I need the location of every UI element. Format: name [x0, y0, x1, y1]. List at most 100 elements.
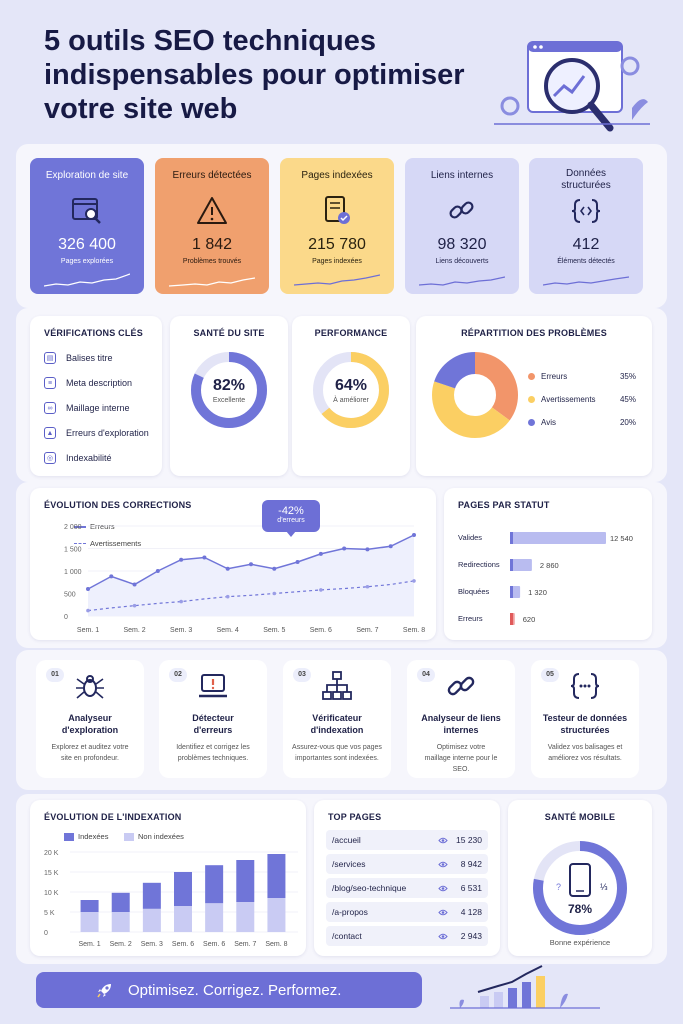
tool-number: 03	[293, 668, 311, 682]
status-title: PAGES PAR STATUT	[458, 500, 550, 510]
donut-slice	[432, 352, 518, 438]
legend-label: Non indexées	[138, 832, 184, 841]
kpi-value: 215 780	[308, 236, 366, 253]
cta-banner[interactable]: Optimisez. Corrigez. Performez.	[36, 972, 422, 1008]
corrections-callout: -42% d'erreurs	[262, 500, 320, 532]
performance-value: 64%	[334, 377, 368, 394]
tool-title: Analyseur de liens internes	[421, 713, 501, 735]
tool-card-structured-data-tester[interactable]: 05 Testeur de données structurées Valide…	[531, 660, 639, 778]
tool-card-error-detector[interactable]: 02 Détecteur d'erreurs Identifiez et cor…	[159, 660, 267, 778]
status-label: Redirections	[458, 560, 500, 569]
status-label: Bloquées	[458, 587, 490, 596]
corrections-line-chart: 2 000 1 500 1 000 500 0 Sem. 1 Sem. 2 Sem. 3 Sem…	[64, 524, 425, 634]
site-health-sub: Excellente	[212, 397, 246, 404]
not-indexed-bar	[111, 912, 130, 932]
legend-label: Avertissements	[541, 395, 596, 404]
legend-value: 45%	[619, 395, 636, 404]
link-icon	[447, 676, 475, 696]
warnings-point	[319, 588, 323, 592]
spider-icon	[76, 675, 104, 699]
top-page-row[interactable]: /contact 2 943	[326, 926, 488, 946]
check-label: Balises titre	[66, 353, 113, 363]
not-indexed-bar	[142, 908, 161, 932]
errors-point	[388, 544, 393, 549]
kpi-value: 412	[572, 236, 600, 253]
tool-number: 02	[169, 668, 187, 682]
kpi-card-links: Liens internes 98 320 Liens découverts	[405, 158, 519, 294]
status-bar-accent	[510, 532, 513, 544]
page-title: 5 outils SEO techniques indispensables p…	[44, 24, 484, 126]
mobile-health-arc	[533, 841, 627, 935]
search-icon: ◎	[44, 452, 56, 464]
tool-card-link-analyzer[interactable]: 04 Analyseur de liens internes Optimisez…	[407, 660, 515, 778]
kpi-label: Données structurées	[561, 168, 611, 191]
tool-title: Analyseur d'exploration	[61, 713, 119, 735]
legend-warnings: Avertissements	[74, 539, 141, 548]
site-health-value: 82%	[212, 377, 246, 394]
tool-card-crawler[interactable]: 01 Analyseur d'exploration Explorez et a…	[36, 660, 144, 778]
sparkline	[543, 276, 629, 286]
x-tick-label: Sem. 1	[78, 941, 100, 948]
x-tick-label: Sem. 4	[217, 627, 239, 634]
corrections-title: ÉVOLUTION DES CORRECTIONS	[44, 500, 192, 510]
sparkline	[44, 273, 130, 287]
x-tick-label: Sem. 7	[234, 941, 256, 948]
status-bar-accent	[510, 613, 513, 625]
key-checks-title: VÉRIFICATIONS CLÉS	[44, 328, 143, 338]
kpi-label: Liens internes	[430, 170, 494, 181]
status-bar-accent	[510, 559, 513, 571]
top-page-row[interactable]: /a-propos 4 128	[326, 902, 488, 922]
x-tick-label: Sem. 2	[110, 941, 132, 948]
tool-number: 05	[541, 668, 559, 682]
key-checks-card	[30, 316, 162, 476]
legend-dot	[528, 396, 535, 403]
performance-arc	[313, 352, 389, 428]
status-value: 1 320	[528, 588, 547, 597]
top-page-row[interactable]: /services 8 942	[326, 854, 488, 874]
tool-desc: Explorez et auditez votre site en profon…	[51, 744, 129, 762]
site-health-arc	[191, 352, 267, 428]
site-health-title: SANTÉ DU SITE	[193, 328, 265, 338]
check-label: Meta description	[66, 378, 133, 388]
issues-donut-chart	[432, 352, 518, 438]
x-tick-label: Sem. 3	[141, 941, 163, 948]
kpi-sub: Liens découverts	[435, 258, 489, 265]
x-tick-label: Sem. 6	[310, 627, 332, 634]
legend-label: Erreurs	[90, 522, 115, 531]
top-page-row[interactable]: /accueil 15 230	[326, 830, 488, 850]
y-tick-label: 10 K	[44, 890, 59, 897]
tool-title: Testeur de données structurées	[542, 713, 628, 735]
laptop-warning-icon	[199, 674, 227, 698]
tool-desc: Identifiez et corrigez les problèmes tec…	[176, 744, 250, 762]
code-braces-icon	[570, 673, 600, 699]
legend-label: Avertissements	[90, 539, 142, 548]
x-tick-label: Sem. 3	[170, 627, 192, 634]
top-pages-title: TOP PAGES	[328, 812, 382, 822]
warnings-line	[87, 580, 415, 612]
legend-label: Avis	[541, 418, 556, 427]
issues-title: RÉPARTITION DES PROBLÈMES	[461, 328, 607, 338]
check-item: ◎ Indexabilité	[44, 452, 112, 464]
errors-point	[365, 547, 370, 552]
x-tick-label: Sem. 8	[403, 627, 425, 634]
warnings-point	[132, 603, 137, 608]
check-label: Indexabilité	[66, 453, 112, 463]
top-page-views: 4 128	[460, 907, 482, 917]
kpi-label: Erreurs détectées	[172, 170, 252, 181]
y-tick-label: 5 K	[44, 910, 55, 917]
eye-icon	[438, 884, 448, 894]
kpi-sub: Pages indexées	[312, 258, 362, 265]
legend-dot	[528, 373, 535, 380]
tool-card-index-checker[interactable]: 03 Vérificateur d'indexation Assurez-vou…	[283, 660, 391, 778]
indexed-bar	[205, 865, 224, 904]
kpi-card-structured-data: Données structurées 412 Éléments détecté…	[529, 158, 643, 294]
not-indexed-bar	[236, 902, 255, 932]
tool-desc: Assurez-vous que vos pages importantes s…	[292, 744, 382, 762]
indexed-bar	[174, 872, 192, 906]
top-page-views: 8 942	[460, 859, 482, 869]
y-tick-label: 15 K	[44, 870, 59, 877]
top-page-row[interactable]: /blog/seo-technique 6 531	[326, 878, 488, 898]
status-label: Erreurs	[458, 614, 483, 623]
warnings-point	[86, 608, 90, 613]
kpi-value: 326 400	[58, 236, 116, 253]
